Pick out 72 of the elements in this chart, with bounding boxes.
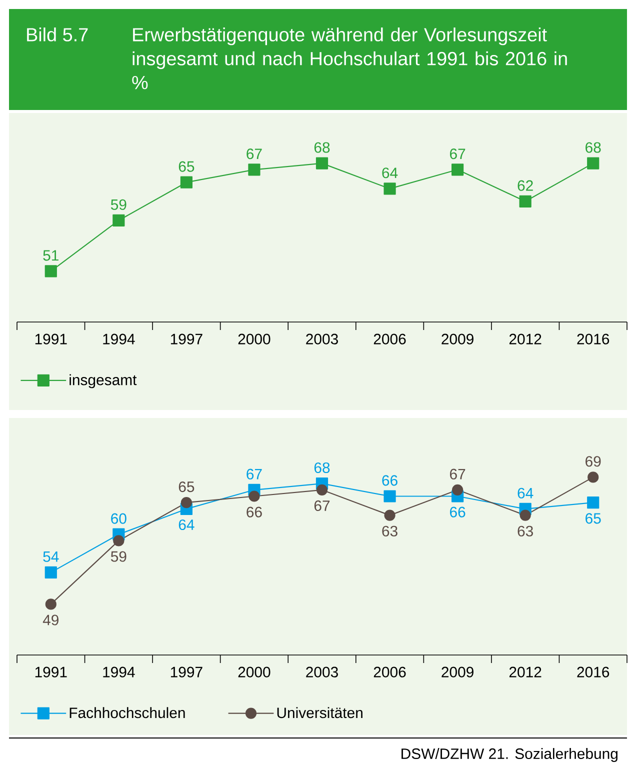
x-tick-label: 2006 [374, 334, 406, 344]
point [180, 176, 192, 188]
point [112, 214, 125, 226]
x-tick-label: 2003 [306, 666, 338, 678]
x-tick-label: 2000 [238, 666, 270, 678]
data-label: 67 [450, 148, 466, 160]
data-label: 67 [246, 148, 262, 160]
point [45, 598, 56, 610]
point [248, 164, 260, 176]
x-tick-label: 1997 [170, 334, 202, 344]
point [519, 195, 532, 208]
data-label: 67 [314, 500, 330, 511]
text: DSW/DZHW 21. Sozialerhebung [402, 748, 618, 762]
x-tick-label: 2016 [577, 334, 610, 344]
data-label: 64 [178, 519, 194, 530]
x-tick-label: 2012 [509, 666, 542, 678]
legend-label: Fachhochschulen [70, 707, 185, 718]
data-label: 64 [382, 168, 398, 178]
x-tick-label: 2016 [577, 666, 610, 678]
point [452, 164, 464, 176]
point [384, 510, 396, 521]
x-tick-label: 2009 [442, 334, 474, 344]
data-label: 66 [382, 475, 398, 486]
x-tick-label: 2000 [238, 334, 270, 344]
data-label: 64 [518, 488, 534, 498]
point [384, 182, 396, 195]
x-tick-label: 2006 [374, 666, 406, 678]
data-label: 63 [518, 526, 533, 536]
point [587, 157, 600, 170]
chart-title: Erwerbstätigenquote während der Vorlesungszeit insgesamt und nach Hochschulart 1991 bis 2016 in % [132, 28, 567, 90]
data-label: 67 [246, 468, 262, 480]
text: Bild 5.7 [27, 28, 88, 42]
x-tick-label: 1991 [35, 666, 67, 678]
legend-label: Universitäten [277, 707, 362, 718]
point [384, 490, 396, 502]
point [588, 472, 599, 483]
x-tick-label: 2009 [442, 666, 474, 678]
data-label: 68 [586, 142, 601, 153]
point [44, 566, 57, 579]
x-tick-label: 1991 [35, 334, 67, 344]
data-label: 65 [178, 161, 194, 172]
x-tick-label: 1994 [103, 334, 135, 344]
data-label: 69 [586, 456, 601, 467]
point [452, 484, 464, 496]
data-label: 66 [246, 506, 262, 518]
data-label: 59 [110, 199, 126, 210]
data-label: 65 [178, 482, 194, 492]
data-label: 65 [586, 513, 601, 524]
point [180, 497, 192, 508]
data-label: 66 [450, 506, 466, 518]
data-label: 68 [314, 142, 330, 153]
data-label: 60 [111, 513, 126, 524]
data-label: 51 [43, 250, 58, 261]
data-label: 62 [518, 180, 533, 191]
point [44, 265, 57, 278]
data-label: 68 [314, 462, 330, 474]
data-label: 54 [43, 552, 59, 562]
data-label: 59 [110, 551, 126, 562]
point [113, 535, 124, 546]
point [316, 157, 328, 170]
x-tick-label: 2003 [306, 334, 338, 344]
point [587, 496, 600, 509]
legend-label: insgesamt [70, 374, 137, 388]
point [316, 484, 328, 496]
point [248, 490, 260, 502]
point [520, 510, 531, 521]
x-tick-label: 1997 [170, 666, 202, 678]
data-label: 49 [42, 614, 58, 626]
data-label: 67 [450, 468, 466, 480]
data-label: 63 [382, 526, 398, 536]
x-tick-label: 2012 [509, 334, 542, 344]
x-tick-label: 1994 [103, 666, 135, 678]
